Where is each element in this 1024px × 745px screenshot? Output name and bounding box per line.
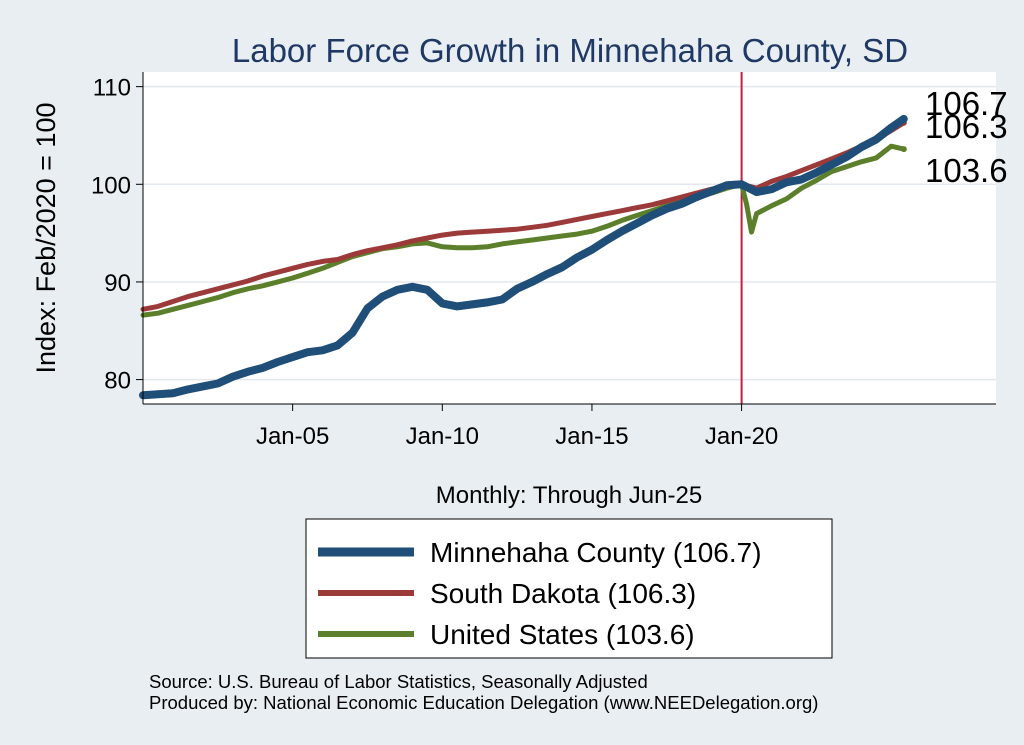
- legend-label-0: Minnehaha County (106.7): [430, 537, 762, 568]
- y-tick-label-100: 100: [91, 172, 131, 199]
- end-label-2: 103.6: [925, 152, 1008, 189]
- series-line-united-states: [140, 143, 907, 318]
- x-tick-label-Jan-15: Jan-15: [555, 423, 628, 450]
- series-line-minnehaha-county: [139, 114, 908, 400]
- legend-label-1: South Dakota (106.3): [430, 578, 696, 609]
- y-tick-label-80: 80: [104, 368, 131, 395]
- y-axis-label: Index: Feb/2020 = 100: [31, 103, 61, 374]
- produced-by-note: Produced by: National Economic Education…: [149, 692, 819, 713]
- y-ticks: 80 90 100 110: [91, 75, 143, 395]
- series-end-point-2: [900, 146, 907, 153]
- y-tick-label-110: 110: [93, 75, 131, 102]
- x-tick-label-Jan-10: Jan-10: [406, 423, 479, 450]
- x-ticks: Jan-05 Jan-10 Jan-15 Jan-20: [256, 404, 778, 450]
- series-end-point-0: [900, 115, 907, 122]
- y-tick-label-90: 90: [104, 270, 131, 297]
- x-tick-label-Jan-05: Jan-05: [256, 423, 329, 450]
- x-axis-label: Monthly: Through Jun-25: [436, 482, 702, 509]
- plot-area: [143, 72, 996, 404]
- end-label-0: 106.7: [925, 85, 1008, 122]
- series-line-south-dakota: [140, 120, 907, 312]
- end-label-1: 106.3: [925, 108, 1008, 145]
- chart-title: Labor Force Growth in Minnehaha County, …: [232, 32, 908, 69]
- source-note: Source: U.S. Bureau of Labor Statistics,…: [149, 671, 648, 692]
- legend: Minnehaha County (106.7) South Dakota (10…: [305, 518, 833, 659]
- series-layer: [139, 114, 908, 400]
- x-tick-label-Jan-20: Jan-20: [705, 423, 778, 450]
- legend-label-2: United States (103.6): [430, 619, 695, 650]
